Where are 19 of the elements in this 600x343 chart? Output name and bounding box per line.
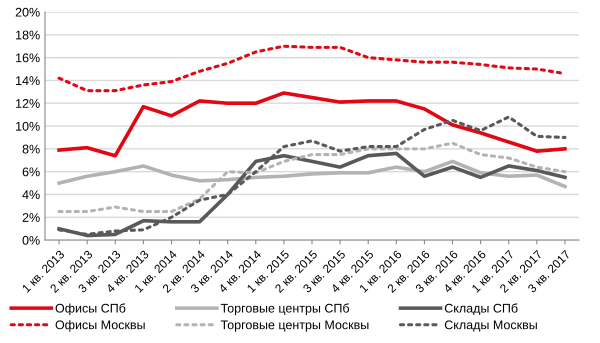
- y-tick-label: 20%: [16, 8, 40, 17]
- line-series: [57, 91, 567, 158]
- y-tick-label: 18%: [16, 30, 40, 40]
- y-tick-label: 10%: [16, 122, 40, 131]
- legend-label: Торговые центры СПб: [220, 303, 350, 316]
- y-tick-label: 0%: [22, 236, 40, 245]
- line-series: [58, 142, 566, 214]
- y-tick-label: 2%: [22, 213, 40, 222]
- y-tick-label: 8%: [22, 144, 40, 154]
- legend-label: Торговые центры Москвы: [220, 320, 368, 332]
- y-tick-label: 14%: [16, 76, 40, 86]
- legend-label: Офисы СПб: [56, 303, 126, 316]
- y-tick-label: 4%: [22, 190, 40, 200]
- legend-label: Склады Москвы: [444, 320, 537, 332]
- legend-label: Склады СПб: [444, 303, 518, 315]
- y-tick-label: 12%: [16, 99, 40, 108]
- legend-label: Офисы Москвы: [56, 320, 145, 332]
- y-tick-label: 6%: [22, 167, 40, 176]
- y-tick-label: 16%: [16, 53, 40, 62]
